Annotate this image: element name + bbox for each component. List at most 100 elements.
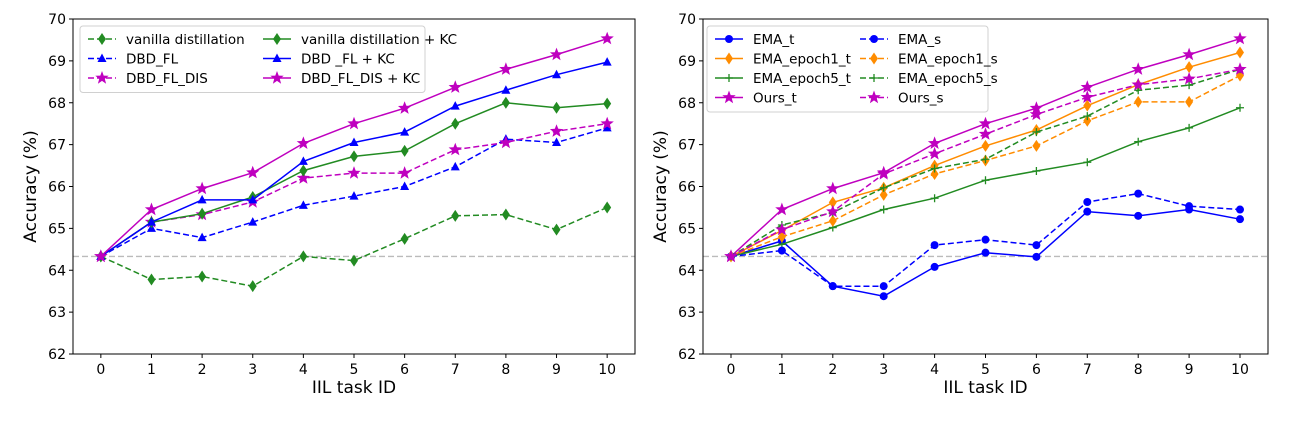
y-tick-label: 64: [678, 263, 696, 279]
circle-marker: [1032, 241, 1041, 250]
x-tick-label: 6: [1032, 362, 1041, 378]
legend-entry: DBD_FL: [88, 52, 179, 68]
star-marker: [296, 171, 310, 184]
triangle-marker: [450, 161, 460, 171]
diamond-marker: [552, 101, 561, 114]
diamond-marker: [248, 280, 257, 293]
star-marker: [1131, 62, 1145, 75]
x-tick-label: 8: [1134, 362, 1143, 378]
diamond-marker: [930, 167, 939, 180]
star-marker: [95, 71, 109, 84]
x-axis-label: IIL task ID: [312, 378, 396, 398]
x-tick-label: 3: [879, 362, 888, 378]
y-tick-label: 70: [48, 12, 66, 28]
diamond-marker: [1185, 61, 1194, 74]
legend-entry: Ours_t: [715, 90, 797, 107]
legend-label: EMA_epoch5_t: [753, 71, 851, 87]
diamond-marker: [198, 207, 207, 220]
legend-label: EMA_s: [898, 32, 941, 48]
triangle-marker: [97, 53, 107, 62]
star-marker: [549, 124, 564, 137]
star-marker: [1182, 47, 1196, 61]
series-ema-s: [726, 189, 1245, 291]
plus-marker: [1185, 123, 1194, 132]
diamond-marker: [1032, 139, 1041, 152]
triangle-marker: [248, 194, 258, 204]
star-marker: [978, 127, 993, 140]
legend-label: Ours_s: [898, 91, 944, 107]
legend-box: [79, 25, 426, 93]
y-tick-label: 63: [48, 305, 66, 321]
legend-label: DBD_FL_DIS: [126, 71, 208, 87]
star-marker: [144, 202, 159, 216]
star-marker: [398, 166, 412, 179]
legend-label: Ours_t: [753, 91, 797, 107]
diamond-marker: [828, 196, 837, 209]
star-marker: [195, 181, 209, 195]
legend: vanilla distillation DBD_FL DBD_FL_DIS vani…: [79, 25, 457, 93]
x-tick-label: 2: [198, 362, 207, 378]
legend-label: vanilla distillation + KC: [301, 32, 457, 48]
y-tick-label: 67: [48, 138, 66, 154]
star-marker: [877, 166, 891, 180]
legend-label: EMA_epoch1_s: [898, 52, 998, 68]
star-marker: [1233, 62, 1247, 75]
triangle-marker: [197, 232, 207, 242]
diamond-marker: [828, 214, 837, 227]
legend-entry: EMA_t: [715, 32, 794, 48]
diamond-marker: [400, 144, 409, 157]
star-marker: [826, 181, 840, 195]
legend-label: EMA_epoch1_t: [753, 52, 851, 68]
legend-label: EMA_epoch5_s: [898, 71, 998, 87]
x-tick-label: 3: [248, 362, 257, 378]
series-line: [100, 206, 608, 287]
x-tick-label: 1: [147, 362, 156, 378]
diamond-marker: [981, 139, 990, 152]
x-tick-label: 10: [598, 362, 616, 378]
diamond-marker: [725, 52, 733, 65]
legend-entry: EMA_epoch5_s: [860, 71, 998, 87]
plus-marker: [930, 194, 939, 203]
star-marker: [724, 249, 738, 263]
plus-marker: [1032, 167, 1041, 176]
plus-marker: [870, 74, 878, 82]
triangle-marker: [602, 122, 612, 132]
triangle-marker: [272, 53, 282, 62]
diamond-marker: [552, 223, 561, 236]
diamond-marker: [299, 164, 308, 177]
diamond-marker: [451, 117, 460, 130]
plus-marker: [1185, 81, 1194, 90]
star-marker: [978, 116, 993, 130]
legend-label: EMA_t: [753, 32, 794, 48]
star-marker: [246, 165, 260, 179]
legend-entry: Ours_s: [860, 90, 944, 107]
circle-marker: [879, 282, 888, 291]
triangle-marker: [552, 137, 562, 147]
triangle-marker: [248, 217, 258, 226]
y-tick-label: 69: [48, 54, 66, 70]
circle-marker: [725, 35, 733, 43]
circle-marker: [1032, 252, 1041, 261]
y-tick-label: 63: [678, 305, 696, 321]
plus-marker: [879, 205, 888, 214]
diamond-marker: [870, 52, 878, 65]
circle-marker: [1134, 189, 1143, 198]
star-marker: [927, 146, 942, 160]
x-tick-label: 5: [350, 362, 359, 378]
legend-entry: DBD_FL_DIS: [88, 71, 208, 87]
star-marker: [499, 62, 513, 75]
diamond-marker: [1083, 114, 1092, 127]
legend-label: vanilla distillation: [126, 32, 245, 48]
star-marker: [270, 71, 284, 84]
circle-marker: [1134, 211, 1143, 220]
star-marker: [1233, 31, 1247, 45]
star-marker: [94, 249, 108, 263]
y-tick-label: 62: [678, 347, 696, 363]
circle-marker: [930, 262, 939, 271]
circle-marker: [1083, 207, 1092, 216]
star-marker: [600, 31, 614, 45]
legend-label: DBD_FL_DIS + KC: [301, 71, 420, 87]
diamond-marker: [879, 188, 888, 201]
